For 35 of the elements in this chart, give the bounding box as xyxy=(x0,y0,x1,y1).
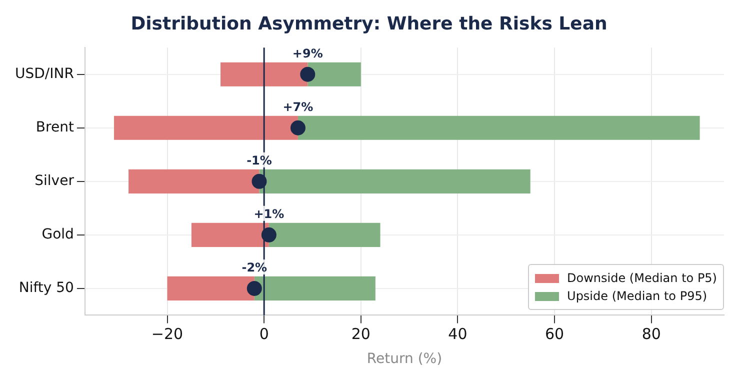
bar xyxy=(259,169,530,194)
y-tick-label: Brent xyxy=(36,120,74,136)
x-tick-label: 80 xyxy=(642,325,661,344)
data-label: -2% xyxy=(242,260,268,275)
x-tick-label: 0 xyxy=(259,325,269,344)
data-label: -1% xyxy=(246,154,272,168)
data-label: +7% xyxy=(282,100,314,114)
data-label: +1% xyxy=(254,207,284,222)
x-tick-label: 20 xyxy=(351,325,370,344)
chart-title: Distribution Asymmetry: Where the Risks Lean xyxy=(130,13,608,34)
x-tick-label: 40 xyxy=(448,325,468,344)
legend-label: Upside (Median to P95) xyxy=(567,288,708,305)
point xyxy=(300,66,316,82)
bar xyxy=(167,276,254,300)
y-tick-label: USD/INR xyxy=(14,66,74,82)
point xyxy=(246,280,262,296)
bar xyxy=(114,116,298,140)
data-label: +9% xyxy=(292,46,323,60)
bar xyxy=(268,222,380,247)
bar xyxy=(191,222,269,247)
point xyxy=(261,227,276,242)
y-tick-label: Nifty 50 xyxy=(18,280,74,296)
bar xyxy=(254,276,376,300)
point xyxy=(252,174,267,189)
y-tick-label: Silver xyxy=(34,173,74,190)
x-tick-label: −20 xyxy=(151,325,184,344)
bar xyxy=(308,62,361,86)
x-axis-title: Return (%) xyxy=(366,351,442,368)
bar xyxy=(298,116,700,140)
bar xyxy=(128,169,260,194)
x-tick-label: 60 xyxy=(545,325,564,344)
y-tick-label: Gold xyxy=(42,226,74,243)
bar xyxy=(220,62,308,86)
legend-label: Downside (Median to P5) xyxy=(567,270,717,287)
point xyxy=(290,120,306,136)
